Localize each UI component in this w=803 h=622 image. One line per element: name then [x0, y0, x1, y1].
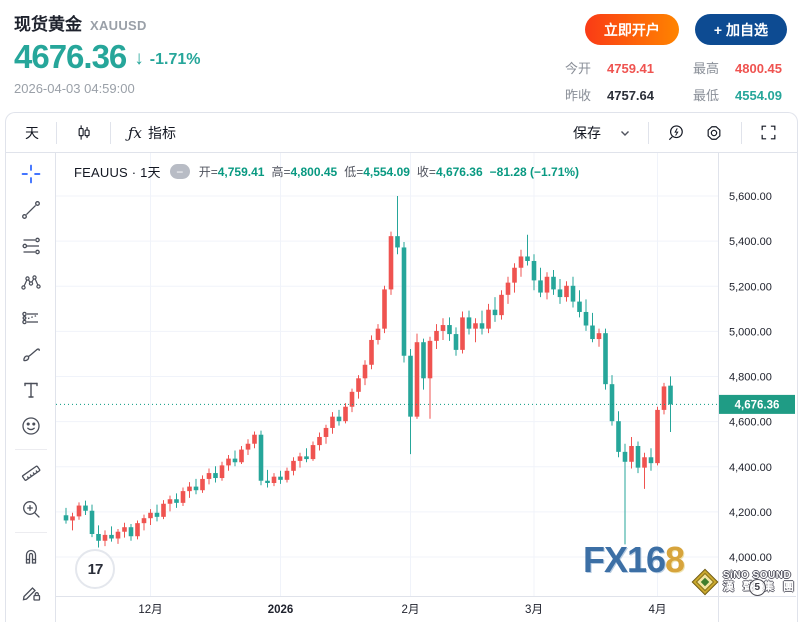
stat-high: 最高 4800.45	[693, 61, 782, 76]
settings-gear-icon	[704, 123, 724, 143]
fullscreen-button[interactable]	[750, 119, 787, 146]
legend-change: −81.28 (−1.71%)	[489, 165, 580, 179]
svg-text:2026: 2026	[268, 604, 294, 616]
chart-widget: 天 ƒx 指标 保存	[5, 112, 798, 622]
trend-line-tool-icon[interactable]	[16, 197, 46, 223]
svg-text:5,200.00: 5,200.00	[729, 281, 772, 293]
legend-close-value: 4,676.36	[435, 165, 483, 179]
toolbar-divider	[648, 121, 649, 144]
price-change-percent: -1.71%	[149, 51, 201, 68]
sinosound-watermark: SiNO SOUND 漢 聲 集 團 5	[690, 567, 797, 597]
last-price: 4676.36	[14, 38, 127, 75]
svg-text:4,200.00: 4,200.00	[729, 507, 772, 519]
settings-button[interactable]	[695, 119, 733, 147]
stat-open: 今开 4759.41	[565, 61, 654, 76]
indicators-button[interactable]: ƒx 指标	[128, 123, 177, 142]
fib-retracement-tool-icon[interactable]	[16, 233, 46, 259]
svg-text:4月: 4月	[649, 604, 667, 616]
svg-text:3月: 3月	[525, 604, 543, 616]
legend-low-label: 低=	[344, 165, 364, 179]
chart-legend: FEAUUS · 1天 − 开=4,759.41 高=4,800.45 低=4,…	[74, 162, 579, 181]
fullscreen-icon	[759, 123, 778, 142]
zoom-in-tool-icon[interactable]	[16, 496, 46, 522]
svg-text:4,600.00: 4,600.00	[729, 417, 772, 429]
legend-close-label: 收=	[416, 165, 436, 179]
legend-high-value: 4,800.45	[290, 165, 338, 179]
open-account-button[interactable]: 立即开户	[584, 14, 679, 45]
candlestick-chart[interactable]: 5,600.00 5,400.00 5,200.00 5,000.00 4,800.00…	[56, 153, 796, 622]
save-menu-chevron[interactable]	[610, 123, 640, 143]
forecast-tool-icon[interactable]	[16, 305, 46, 331]
sinosound-diamond-icon	[690, 567, 720, 597]
stat-low: 最低 4554.09	[693, 88, 782, 103]
svg-text:5,000.00: 5,000.00	[729, 326, 772, 338]
add-watchlist-button[interactable]: + 加自选	[694, 14, 787, 45]
text-tool-icon[interactable]	[16, 377, 46, 403]
legend-open-value: 4,759.41	[217, 165, 265, 179]
toolbar-divider	[741, 121, 742, 144]
brush-tool-icon[interactable]	[16, 341, 46, 367]
legend-open-label: 开=	[198, 165, 218, 179]
svg-text:4,400.00: 4,400.00	[729, 462, 772, 474]
sidebar-divider	[14, 449, 47, 450]
chart-toolbar: 天 ƒx 指标 保存	[6, 113, 797, 153]
indicators-fx-icon: ƒx	[128, 123, 143, 142]
legend-symbol: FEAUUS · 1天	[74, 165, 161, 180]
svg-text:4,800.00: 4,800.00	[729, 372, 772, 384]
stat-prev-close: 昨收 4757.64	[565, 88, 654, 103]
quote-timestamp: 2026-04-03 04:59:00	[14, 81, 135, 96]
measure-ruler-tool-icon[interactable]	[16, 460, 46, 486]
magnet-tool-icon[interactable]	[16, 543, 46, 569]
instrument-title: 现货黄金	[14, 15, 82, 34]
save-button[interactable]: 保存	[573, 124, 601, 141]
price-down-arrow-icon: ↓	[134, 48, 144, 69]
chart-pane[interactable]: 5,600.00 5,400.00 5,200.00 5,000.00 4,800.00…	[56, 153, 797, 622]
legend-low-value: 4,554.09	[363, 165, 410, 179]
quote-header: 现货黄金 XAUUSD 4676.36 ↓ -1.71% 2026-04-03 …	[0, 0, 803, 112]
emoji-tool-icon[interactable]	[16, 413, 46, 439]
legend-high-label: 高=	[271, 165, 291, 179]
xabcd-pattern-tool-icon[interactable]	[16, 269, 46, 295]
crosshair-tool-icon[interactable]	[16, 161, 46, 187]
svg-text:5,400.00: 5,400.00	[729, 236, 772, 248]
toolbar-divider	[110, 121, 111, 144]
svg-text:4,676.36: 4,676.36	[735, 399, 780, 411]
fx168-watermark: FX168	[583, 539, 685, 580]
tradingview-logo[interactable]: 17	[75, 549, 115, 589]
sinosound-seal: 5	[748, 578, 766, 596]
drawing-lock-tool-icon[interactable]	[16, 579, 46, 605]
legend-collapse-button[interactable]: −	[169, 164, 190, 179]
sidebar-divider	[14, 532, 47, 533]
svg-text:4,000.00: 4,000.00	[729, 552, 772, 564]
interval-button[interactable]: 天	[25, 124, 39, 141]
drawing-toolbar	[6, 153, 56, 622]
candle-style-icon	[74, 123, 93, 142]
quick-search-icon	[666, 123, 686, 143]
quick-search-button[interactable]	[657, 119, 695, 147]
instrument-symbol: XAUUSD	[90, 18, 147, 33]
quote-stats: 今开 4759.41 昨收 4757.64 最高 4800.45 最低 4554…	[565, 58, 787, 104]
toolbar-divider	[56, 121, 57, 144]
svg-text:5,600.00: 5,600.00	[729, 191, 772, 203]
svg-text:12月: 12月	[138, 604, 162, 616]
candle-style-button[interactable]	[65, 119, 102, 146]
svg-text:2月: 2月	[402, 604, 420, 616]
